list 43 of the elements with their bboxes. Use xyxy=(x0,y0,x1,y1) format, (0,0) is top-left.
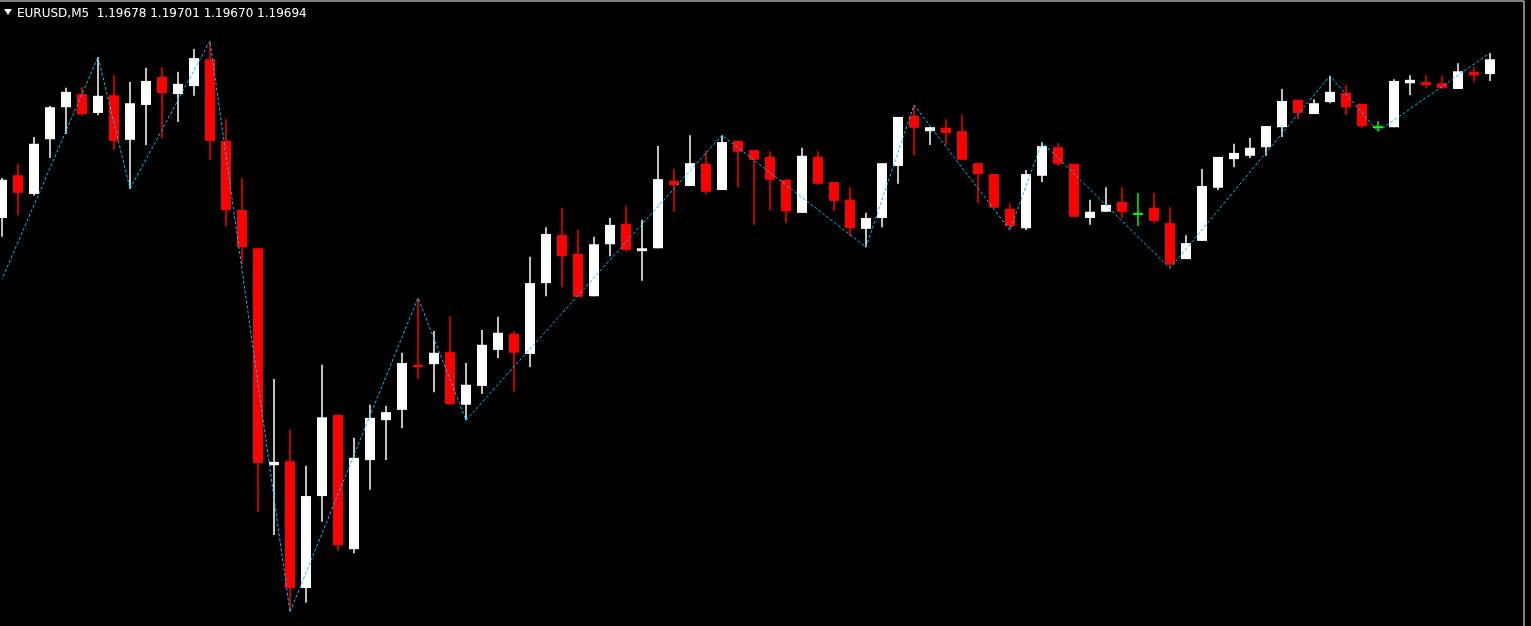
candlestick xyxy=(861,212,871,248)
candlestick xyxy=(557,206,567,288)
candlestick xyxy=(1085,198,1095,226)
candlestick xyxy=(1261,125,1271,157)
candlestick xyxy=(1101,186,1111,213)
candlestick xyxy=(669,168,679,213)
candlestick xyxy=(1373,120,1383,132)
candlestick xyxy=(173,71,183,123)
candlestick xyxy=(925,126,935,146)
candlestick xyxy=(1485,52,1495,82)
candlestick xyxy=(605,217,615,258)
candlestick xyxy=(829,181,839,212)
candlestick xyxy=(1229,143,1239,168)
candlestick xyxy=(1005,202,1015,231)
candlestick xyxy=(637,218,647,282)
candlestick xyxy=(1325,75,1335,104)
candlestick xyxy=(381,405,391,461)
candlestick xyxy=(77,86,87,116)
candlestick xyxy=(141,67,151,146)
candlestick xyxy=(157,66,167,139)
candlestick xyxy=(1133,192,1143,227)
candlestick xyxy=(1117,186,1127,219)
candlestick xyxy=(1245,137,1255,159)
candlestick xyxy=(93,56,103,116)
candlestick xyxy=(941,118,951,146)
candlestick xyxy=(685,134,695,187)
chart-title: EURUSD,M5 1.19678 1.19701 1.19670 1.19694 xyxy=(17,6,307,20)
candlestick xyxy=(1149,192,1159,224)
candlestick xyxy=(733,140,743,189)
candlestick xyxy=(1421,74,1431,89)
candlestick xyxy=(1053,142,1063,167)
candlestick xyxy=(13,163,23,216)
candlestick xyxy=(509,330,519,393)
candlestick xyxy=(461,362,471,421)
candlestick xyxy=(909,104,919,157)
candlestick xyxy=(1453,62,1463,90)
candlestick xyxy=(1341,84,1351,116)
candlestick xyxy=(973,162,983,204)
candlestick xyxy=(493,316,503,359)
candlestick xyxy=(61,87,71,135)
candlestick xyxy=(429,330,439,393)
candlestick xyxy=(765,150,775,211)
candlestick xyxy=(749,149,759,226)
